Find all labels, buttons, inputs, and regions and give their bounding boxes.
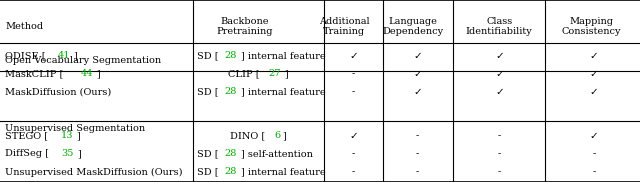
Text: Additional
Training: Additional Training [319,17,370,36]
Text: 28: 28 [225,87,237,96]
Text: -: - [415,149,419,158]
Text: -: - [415,131,419,141]
Text: $\checkmark$: $\checkmark$ [589,69,598,78]
Text: DINO [: DINO [ [230,131,265,141]
Text: MaskDiffusion (Ours): MaskDiffusion (Ours) [5,87,111,96]
Text: ] self-attention: ] self-attention [241,149,313,158]
Text: Unsupervised Segmentation: Unsupervised Segmentation [5,124,145,133]
Text: Method: Method [5,22,44,31]
Text: -: - [351,167,355,177]
Text: 28: 28 [225,149,237,158]
Text: -: - [592,149,596,158]
Text: 6: 6 [275,131,281,141]
Text: ODISE [: ODISE [ [5,51,45,60]
Text: SD [: SD [ [197,149,219,158]
Text: $\checkmark$: $\checkmark$ [589,131,598,141]
Text: Open Vocabulary Segmentation: Open Vocabulary Segmentation [5,56,161,66]
Text: $\checkmark$: $\checkmark$ [413,87,422,96]
Text: $\checkmark$: $\checkmark$ [495,87,504,96]
Text: DiffSeg [: DiffSeg [ [5,149,49,158]
Text: 28: 28 [225,51,237,60]
Text: MaskCLIP [: MaskCLIP [ [5,69,63,78]
Text: SD [: SD [ [197,51,219,60]
Text: ]: ] [97,69,100,78]
Text: -: - [497,167,501,177]
Text: SD [: SD [ [197,167,219,177]
Text: Unsupervised MaskDiffusion (Ours): Unsupervised MaskDiffusion (Ours) [5,167,182,177]
Text: ] internal feature: ] internal feature [241,167,326,177]
Text: CLIP [: CLIP [ [228,69,259,78]
Text: $\checkmark$: $\checkmark$ [589,51,598,60]
Text: $\checkmark$: $\checkmark$ [413,69,422,78]
Text: -: - [351,149,355,158]
Text: $\checkmark$: $\checkmark$ [589,87,598,96]
Text: -: - [497,149,501,158]
Text: ]: ] [285,69,288,78]
Text: $\checkmark$: $\checkmark$ [413,51,422,60]
Text: -: - [351,69,355,78]
Text: $\checkmark$: $\checkmark$ [349,131,358,141]
Text: Mapping
Consistency: Mapping Consistency [562,17,621,36]
Text: ] internal feature: ] internal feature [241,51,326,60]
Text: $\checkmark$: $\checkmark$ [495,69,504,78]
Text: 27: 27 [268,69,281,78]
Text: ]: ] [77,149,81,158]
Text: ]: ] [283,131,287,141]
Text: -: - [497,131,501,141]
Text: 44: 44 [80,69,93,78]
Text: $\checkmark$: $\checkmark$ [495,51,504,60]
Text: Language
Dependency: Language Dependency [382,17,444,36]
Text: 28: 28 [225,167,237,177]
Text: ] internal feature: ] internal feature [241,87,326,96]
Text: Class
Identifiability: Class Identifiability [466,17,532,36]
Text: 35: 35 [61,149,74,158]
Text: -: - [415,167,419,177]
Text: -: - [592,167,596,177]
Text: $\checkmark$: $\checkmark$ [349,51,358,60]
Text: ]: ] [74,51,77,60]
Text: -: - [351,87,355,96]
Text: 13: 13 [61,131,73,141]
Text: ]: ] [77,131,81,141]
Text: 41: 41 [58,51,70,60]
Text: STEGO [: STEGO [ [5,131,48,141]
Text: Backbone
Pretraining: Backbone Pretraining [216,17,273,36]
Text: SD [: SD [ [197,87,219,96]
